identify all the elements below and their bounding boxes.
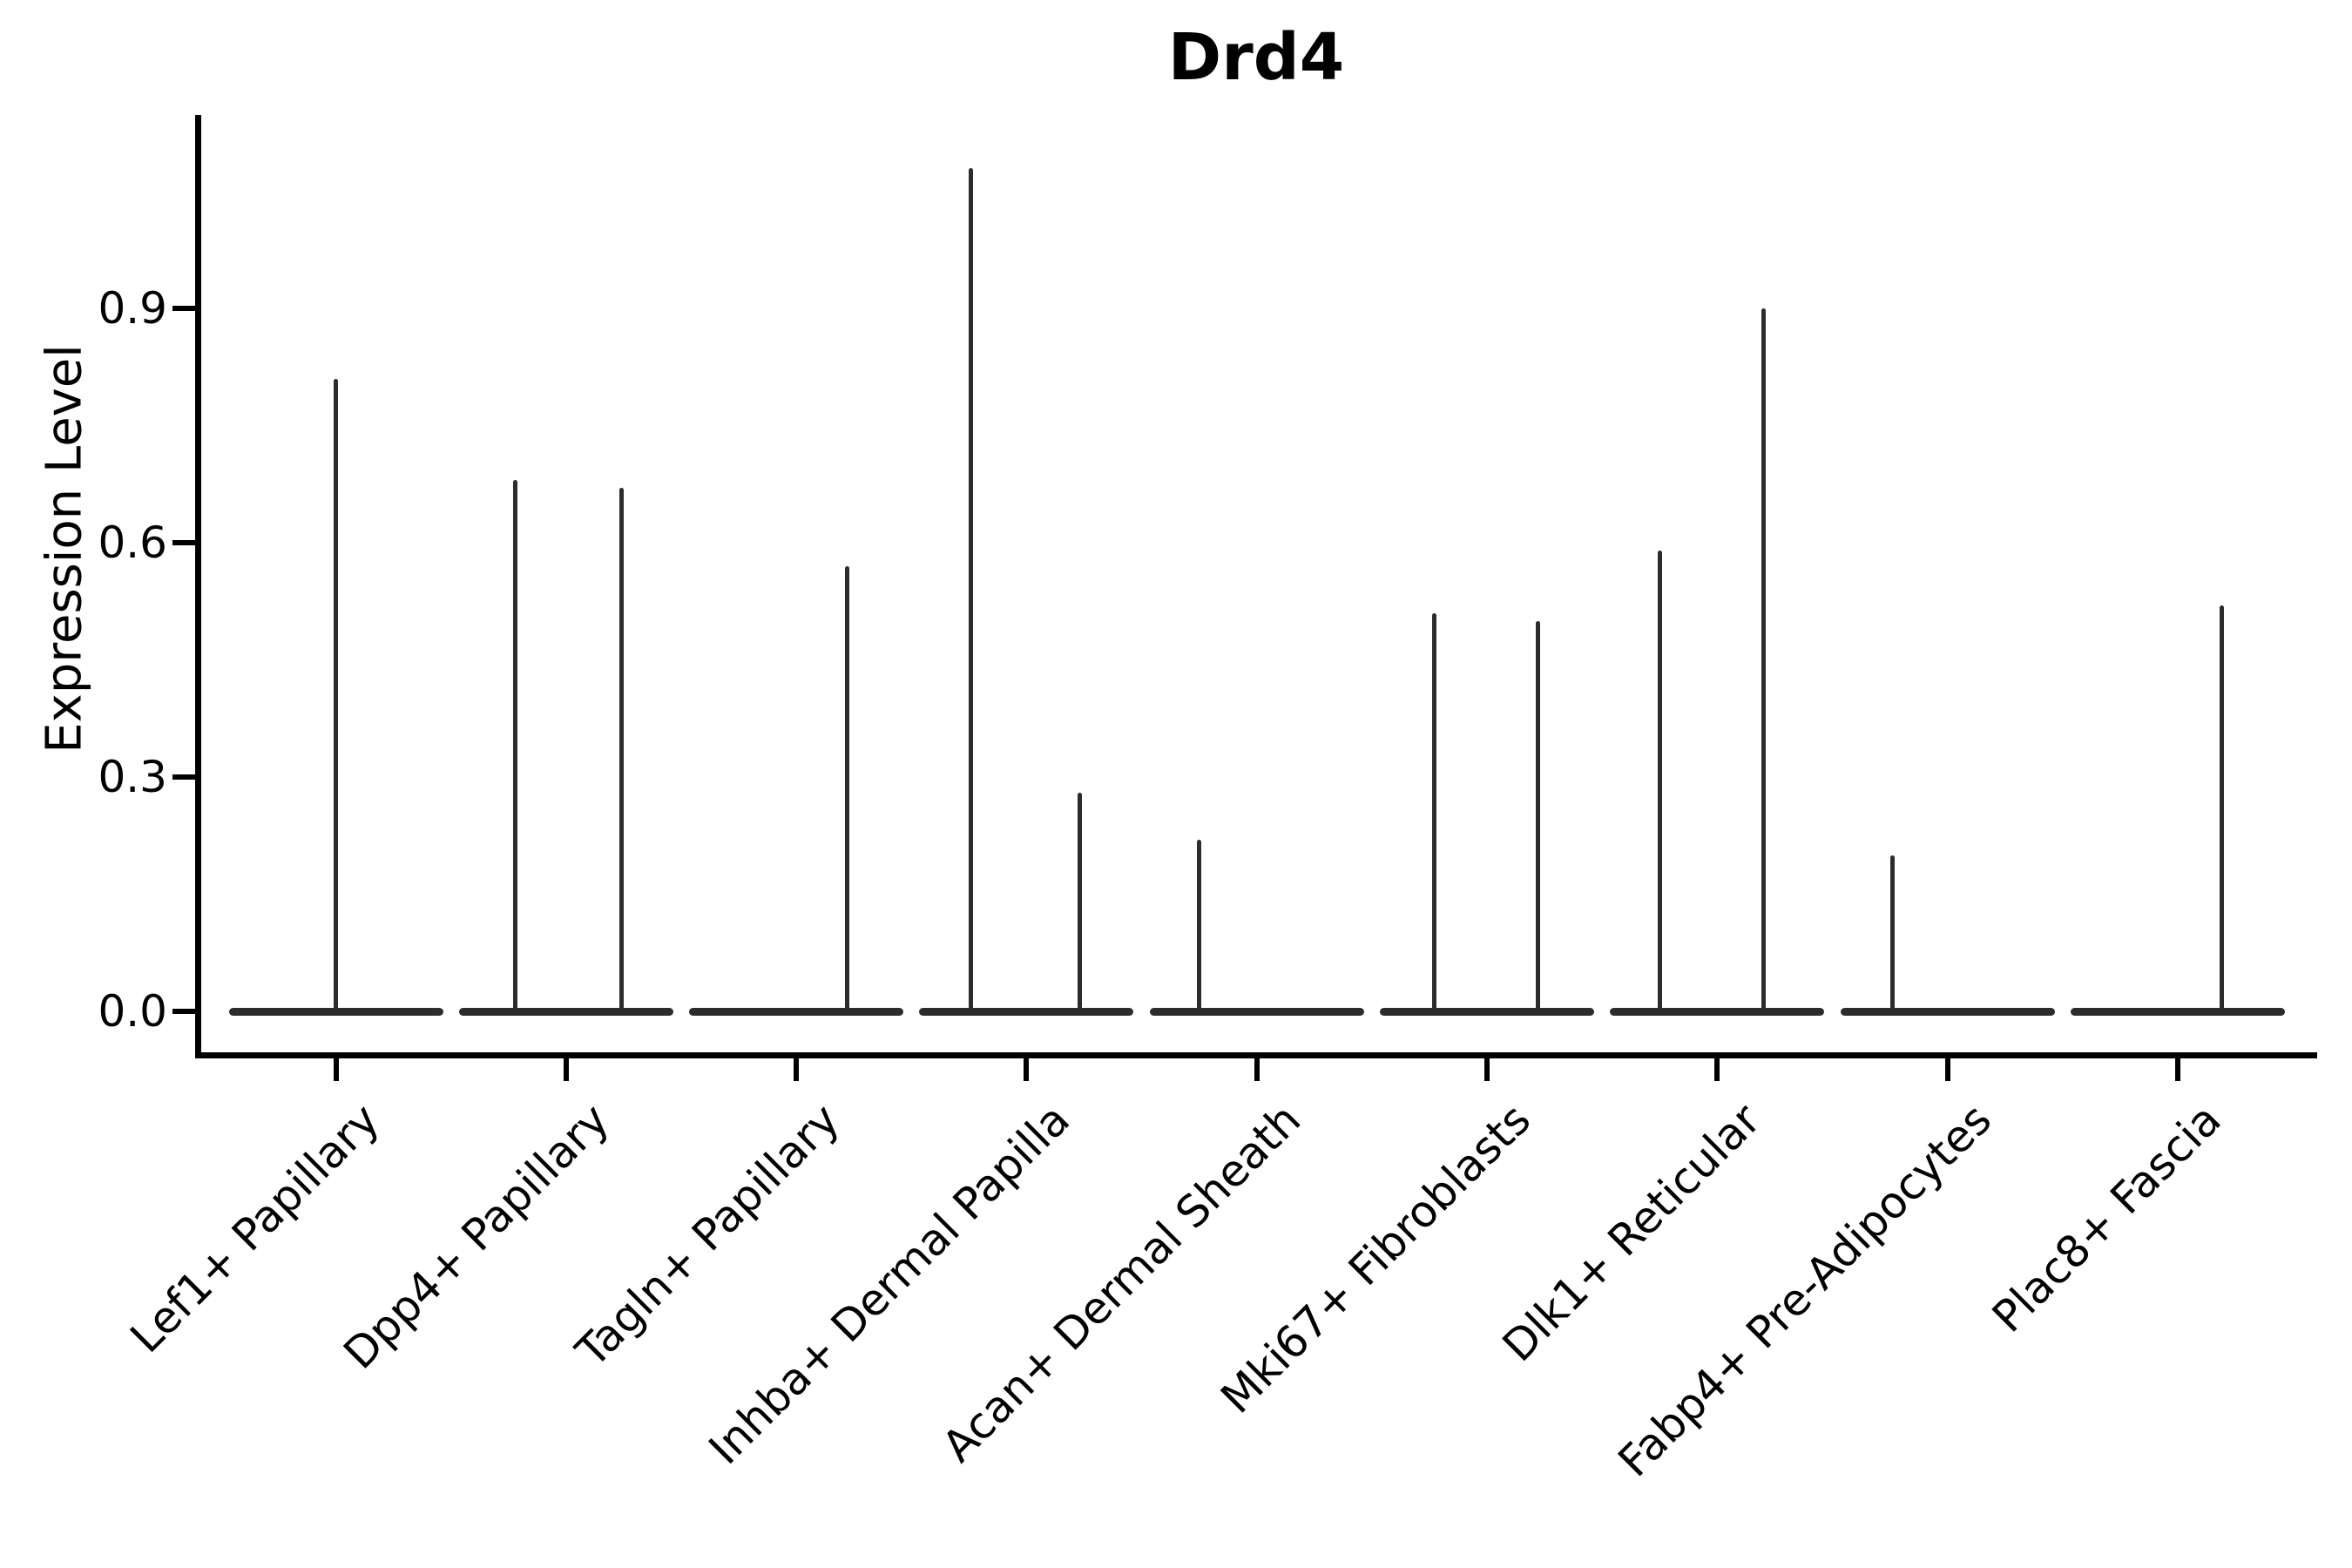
x-tick-mark [1254, 1058, 1260, 1081]
violin-baseline [1610, 1007, 1825, 1016]
violin-density-spike [1077, 792, 1082, 1013]
x-tick-mark [1944, 1058, 1950, 1081]
violin-density-spike [1657, 550, 1662, 1013]
violin-baseline [458, 1007, 673, 1016]
plot-title: Drd4 [1167, 20, 1345, 95]
violin-baseline [1840, 1007, 2055, 1016]
violin-density-spike [1197, 839, 1202, 1013]
violin-baseline [919, 1007, 1134, 1016]
x-tick-mark [2174, 1058, 2180, 1081]
y-tick-mark [172, 305, 195, 311]
x-tick-mark [1484, 1058, 1490, 1081]
violin-density-spike [513, 480, 518, 1013]
y-tick-label: 0.3 [98, 751, 167, 802]
x-axis-spine [195, 1052, 2317, 1058]
x-tick-label: Lef1+ Papillary [120, 1094, 389, 1363]
violin-density-spike [1431, 612, 1436, 1013]
violin-density-spike [2219, 605, 2224, 1013]
x-tick-mark [794, 1058, 800, 1081]
violin-density-spike [334, 378, 338, 1013]
y-tick-label: 0.0 [98, 986, 167, 1037]
violin-density-spike [618, 488, 624, 1013]
x-tick-mark [1024, 1058, 1030, 1081]
violin-density-spike [1761, 308, 1766, 1013]
x-tick-mark [1714, 1058, 1720, 1081]
y-tick-label: 0.9 [98, 282, 167, 334]
x-tick-mark [563, 1058, 569, 1081]
violin-density-spike [1535, 620, 1540, 1013]
violin-density-spike [844, 565, 849, 1013]
violin-density-spike [969, 167, 974, 1013]
violin-baseline [1149, 1007, 1364, 1016]
y-tick-mark [172, 774, 195, 780]
violin-baseline [689, 1007, 904, 1016]
x-tick-label: Fabp4+ Pre-Adipocytes [1608, 1094, 2001, 1487]
x-tick-mark [333, 1058, 339, 1081]
y-tick-label: 0.6 [98, 517, 167, 568]
violin-density-spike [1889, 855, 1895, 1013]
y-tick-mark [172, 539, 195, 545]
violin-baseline [2070, 1007, 2285, 1016]
y-tick-mark [172, 1009, 195, 1014]
violin-baseline [1380, 1007, 1594, 1016]
y-axis-label: Expression Level [36, 344, 93, 754]
x-tick-label: Plac8+ Fascia [1983, 1094, 2231, 1342]
y-axis-spine [195, 115, 201, 1058]
